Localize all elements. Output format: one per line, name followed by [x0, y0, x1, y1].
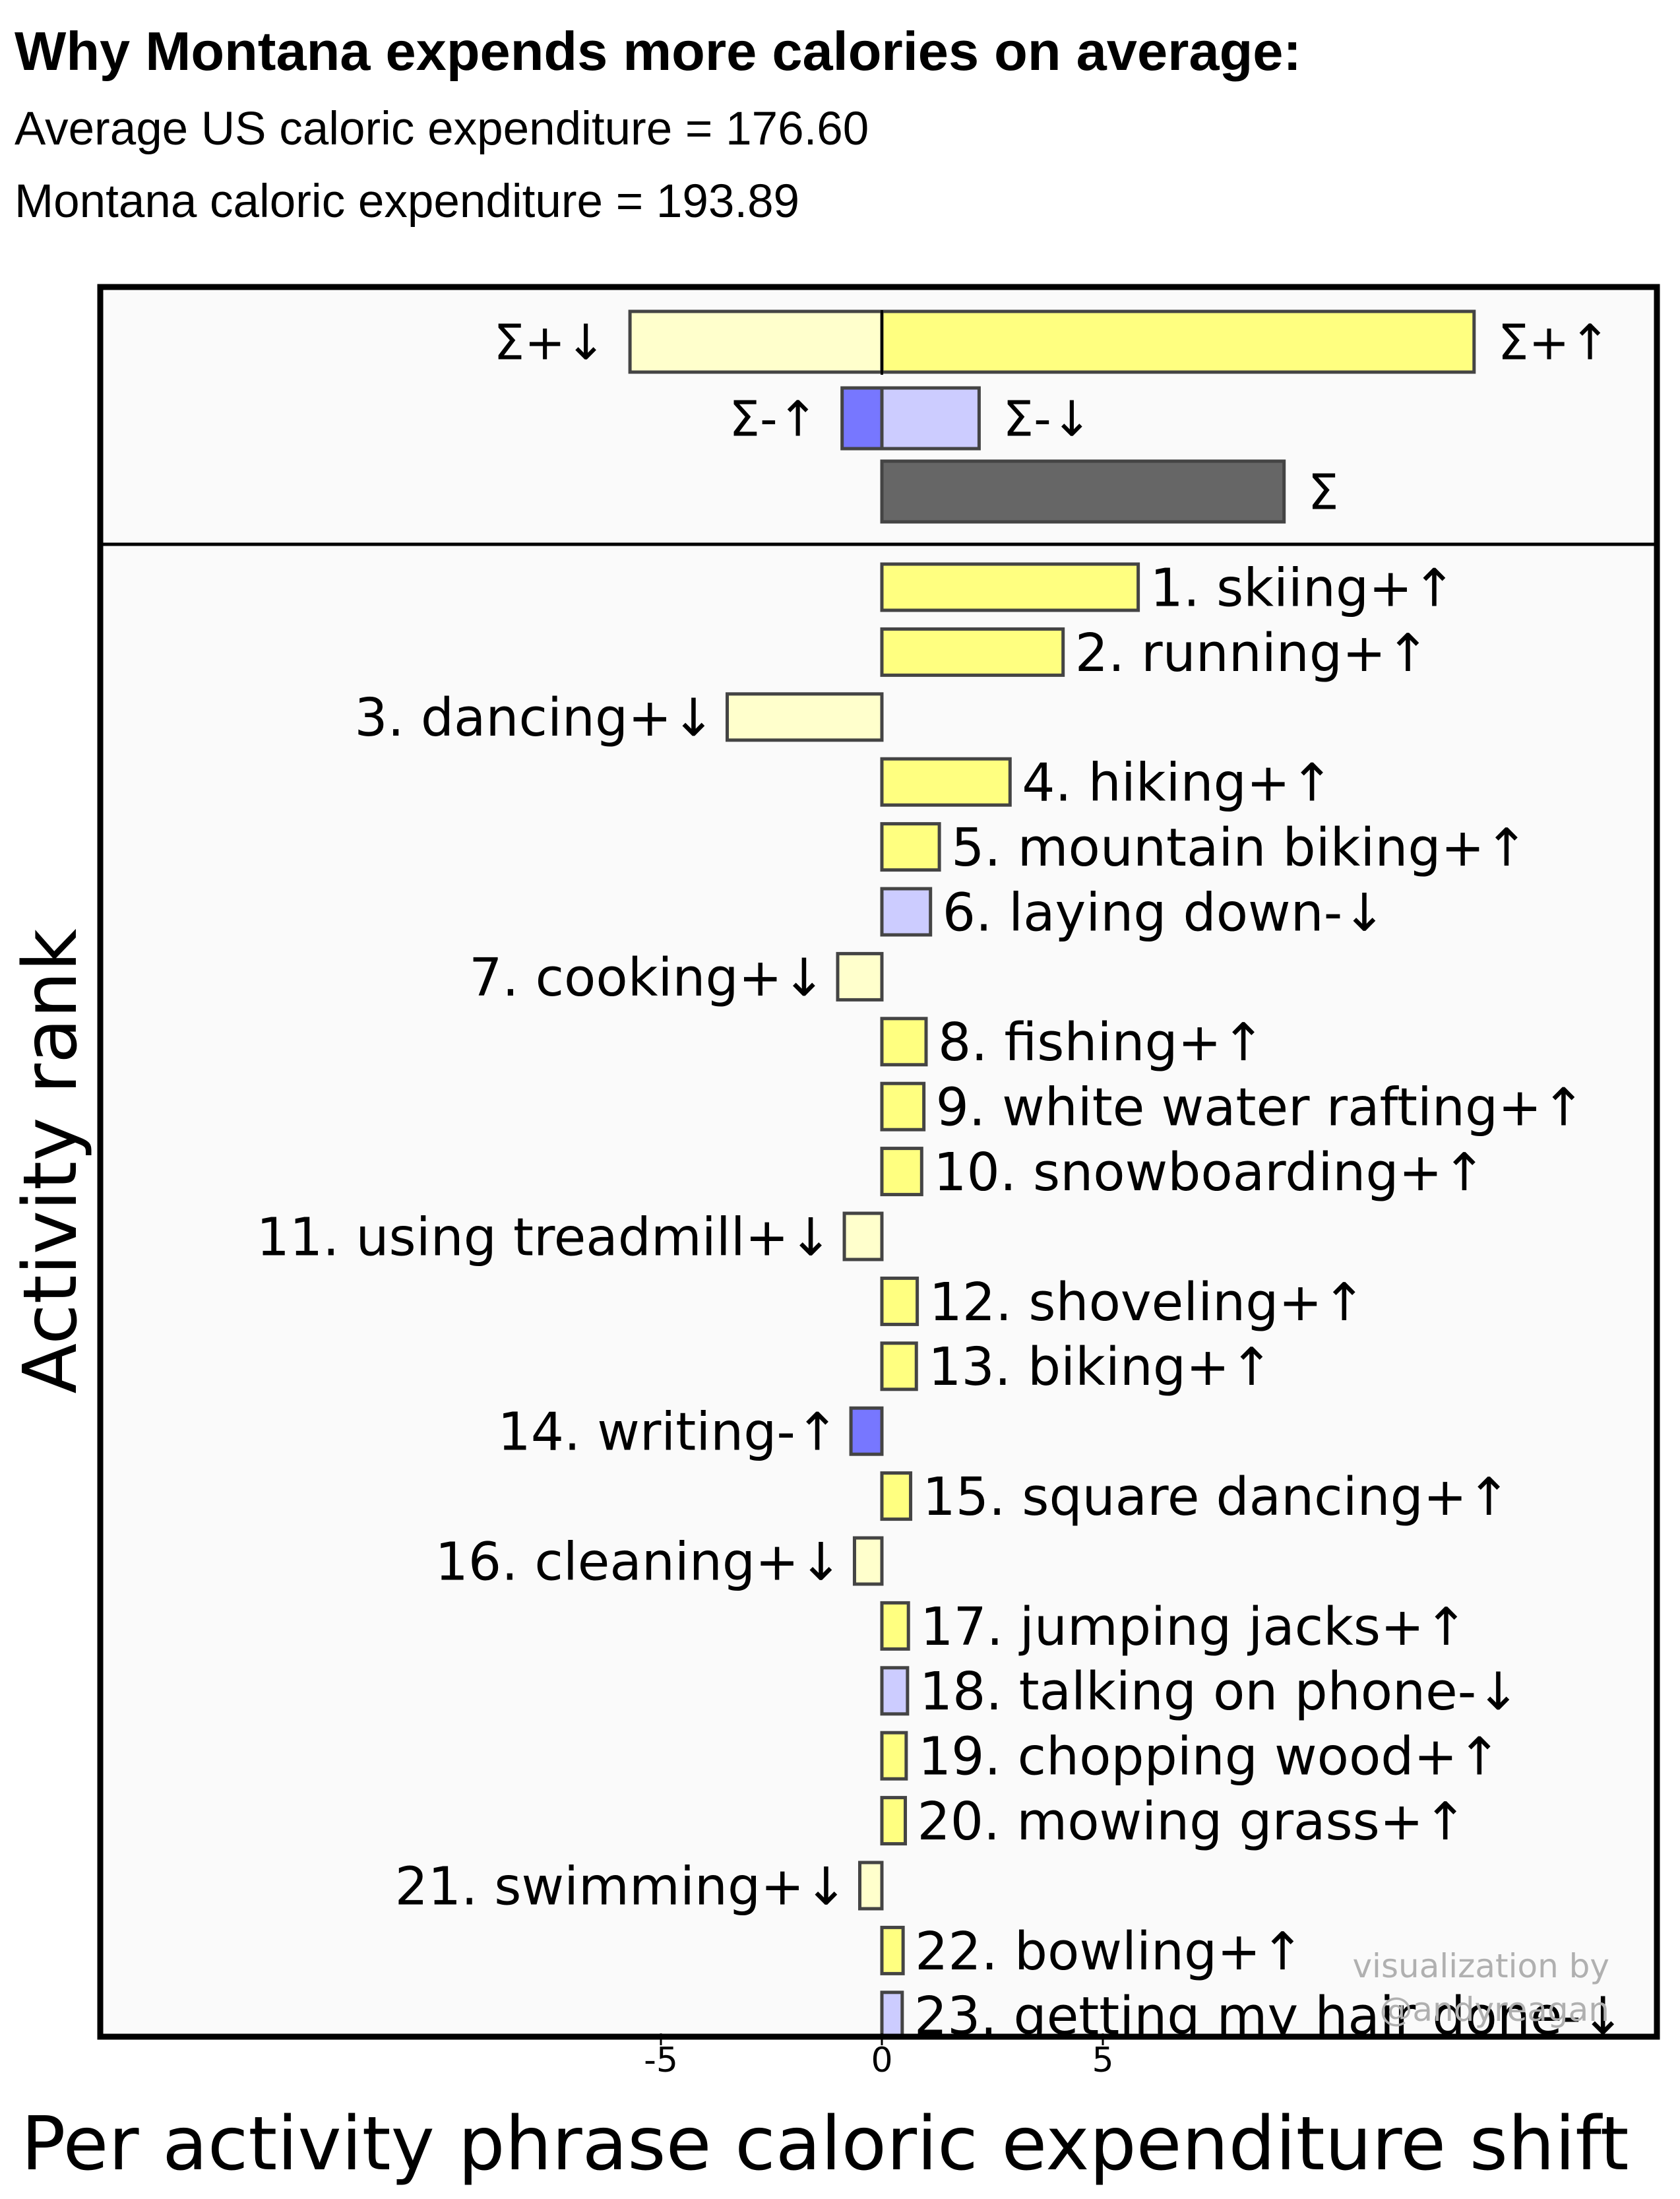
summary-2-bar: [840, 386, 884, 451]
activity-6-bar: [880, 887, 933, 937]
activity-15-bar: [880, 1471, 913, 1521]
y-axis-label: Activity rank: [8, 928, 94, 1393]
activity-6-label: 6. laying down-↓: [943, 882, 1386, 943]
activity-18-label: 18. talking on phone-↓: [919, 1661, 1520, 1722]
activity-14-bar: [849, 1406, 884, 1456]
activity-4-bar: [880, 757, 1012, 807]
summary-0-label: Σ+↓: [493, 315, 606, 371]
activity-1-label: 1. skiing+↑: [1150, 558, 1456, 618]
activity-20-label: 20. mowing grass+↑: [918, 1791, 1468, 1852]
activity-20-bar: [880, 1796, 908, 1846]
plot-frame: [97, 284, 1660, 2040]
x-tick-label-0: -5: [644, 2041, 678, 2080]
activity-13-bar: [880, 1341, 918, 1391]
activity-10-bar: [880, 1147, 923, 1197]
activity-2-label: 2. running+↑: [1075, 623, 1430, 684]
activity-21-label: 21. swimming+↓: [395, 1856, 848, 1917]
summary-3-bar: [880, 386, 981, 451]
activity-23-bar: [880, 1991, 904, 2037]
us-average-subtitle: Average US caloric expenditure = 176.60: [15, 103, 869, 155]
activity-14-label: 14. writing-↑: [497, 1402, 839, 1463]
activity-8-label: 8. fishing+↑: [938, 1012, 1265, 1073]
activity-9-label: 9. white water rafting+↑: [936, 1077, 1586, 1138]
credit-line-1: visualization by: [1352, 1947, 1609, 1985]
activity-19-bar: [880, 1731, 908, 1781]
activity-10-label: 10. snowboarding+↑: [933, 1142, 1486, 1203]
activity-16-label: 16. cleaning+↓: [435, 1531, 843, 1592]
activity-22-bar: [880, 1925, 905, 1975]
montana-subtitle: Montana caloric expenditure = 193.89: [15, 175, 800, 228]
activity-12-bar: [880, 1276, 919, 1326]
activity-17-label: 17. jumping jacks+↑: [920, 1597, 1468, 1657]
bars-layer: Σ+↓ Σ+↑ Σ-↑ Σ-↓ Σ 1. skiing+↑2. running+↑ 3. d…: [257, 309, 1625, 2047]
activity-9-bar: [880, 1081, 926, 1131]
activity-16-bar: [852, 1536, 884, 1586]
activity-13-label: 13. biking+↑: [928, 1337, 1273, 1397]
activity-19-label: 19. chopping wood+↑: [918, 1727, 1501, 1787]
activity-5-bar: [880, 822, 941, 872]
x-axis-label: Per activity phrase caloric expenditure …: [21, 2101, 1629, 2187]
credit-line-2: @andyreagan: [1379, 1991, 1609, 2029]
summary-4-bar: [880, 459, 1286, 524]
activity-11-label: 11. using treadmill+↓: [257, 1207, 832, 1267]
activity-5-label: 5. mountain biking+↑: [951, 817, 1528, 878]
activity-4-label: 4. hiking+↑: [1022, 753, 1334, 813]
activity-17-bar: [880, 1601, 910, 1651]
summary-0-bar: [628, 309, 884, 374]
summary-3-label: Σ-↓: [1003, 391, 1092, 448]
activity-2-bar: [880, 627, 1065, 677]
activity-21-bar: [858, 1861, 884, 1911]
activity-7-bar: [836, 951, 884, 1002]
x-tick-label-1: 0: [871, 2041, 892, 2080]
activity-22-label: 22. bowling+↑: [915, 1921, 1304, 1982]
summary-1-bar: [880, 309, 1476, 374]
activity-8-bar: [880, 1017, 928, 1067]
activity-3-bar: [726, 692, 884, 742]
chart-title: Why Montana expends more calories on ave…: [15, 20, 1302, 82]
activity-11-bar: [842, 1211, 884, 1261]
activity-1-bar: [880, 562, 1140, 612]
summary-4-label: Σ: [1308, 464, 1339, 521]
activity-18-bar: [880, 1666, 910, 1716]
activity-3-label: 3. dancing+↓: [354, 687, 715, 748]
activity-15-label: 15. square dancing+↑: [923, 1467, 1511, 1527]
summary-1-label: Σ+↑: [1498, 315, 1611, 371]
x-axis-ticks: -5 0 5: [644, 2033, 1114, 2080]
activity-23-label: 23. getting my hair done-↓: [914, 1986, 1625, 2047]
activity-7-label: 7. cooking+↓: [469, 947, 826, 1008]
plot-background: [100, 287, 1657, 2037]
summary-2-label: Σ-↑: [729, 391, 818, 448]
x-tick-label-2: 5: [1092, 2041, 1113, 2080]
activity-12-label: 12. shoveling+↑: [929, 1272, 1366, 1333]
